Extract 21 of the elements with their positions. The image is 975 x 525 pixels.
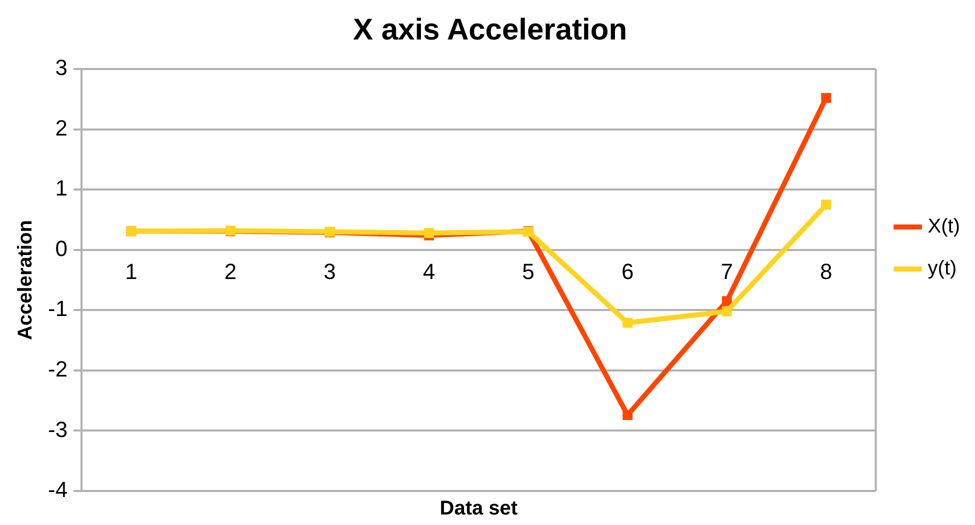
y-tick-label: 3	[55, 55, 68, 80]
y-tick-label: -2	[48, 356, 68, 382]
chart-title: X axis Acceleration	[352, 13, 628, 46]
x-tick-label: 6	[621, 259, 634, 284]
x-tick-label: 4	[422, 259, 436, 284]
y-tick-label: -3	[48, 416, 68, 442]
x-tick-label: 5	[522, 259, 534, 284]
legend-label: y(t)	[928, 258, 957, 280]
x-tick-label: 1	[125, 259, 138, 284]
x-tick-label: 7	[720, 259, 733, 284]
x-axis-title: Data set	[440, 498, 518, 520]
y-tick-label: 2	[55, 115, 68, 140]
y-axis-title: Acceleration	[14, 220, 37, 340]
y-tick-label: 1	[55, 176, 68, 201]
x-tick-label: 8	[820, 259, 832, 284]
y-tick-label: -4	[48, 477, 68, 502]
legend-label: X(t)	[928, 216, 960, 238]
x-tick-label: 2	[224, 259, 237, 284]
x-tick-label: 3	[324, 259, 336, 284]
y-tick-label: -1	[48, 296, 68, 322]
y-tick-label: 0	[55, 236, 68, 261]
